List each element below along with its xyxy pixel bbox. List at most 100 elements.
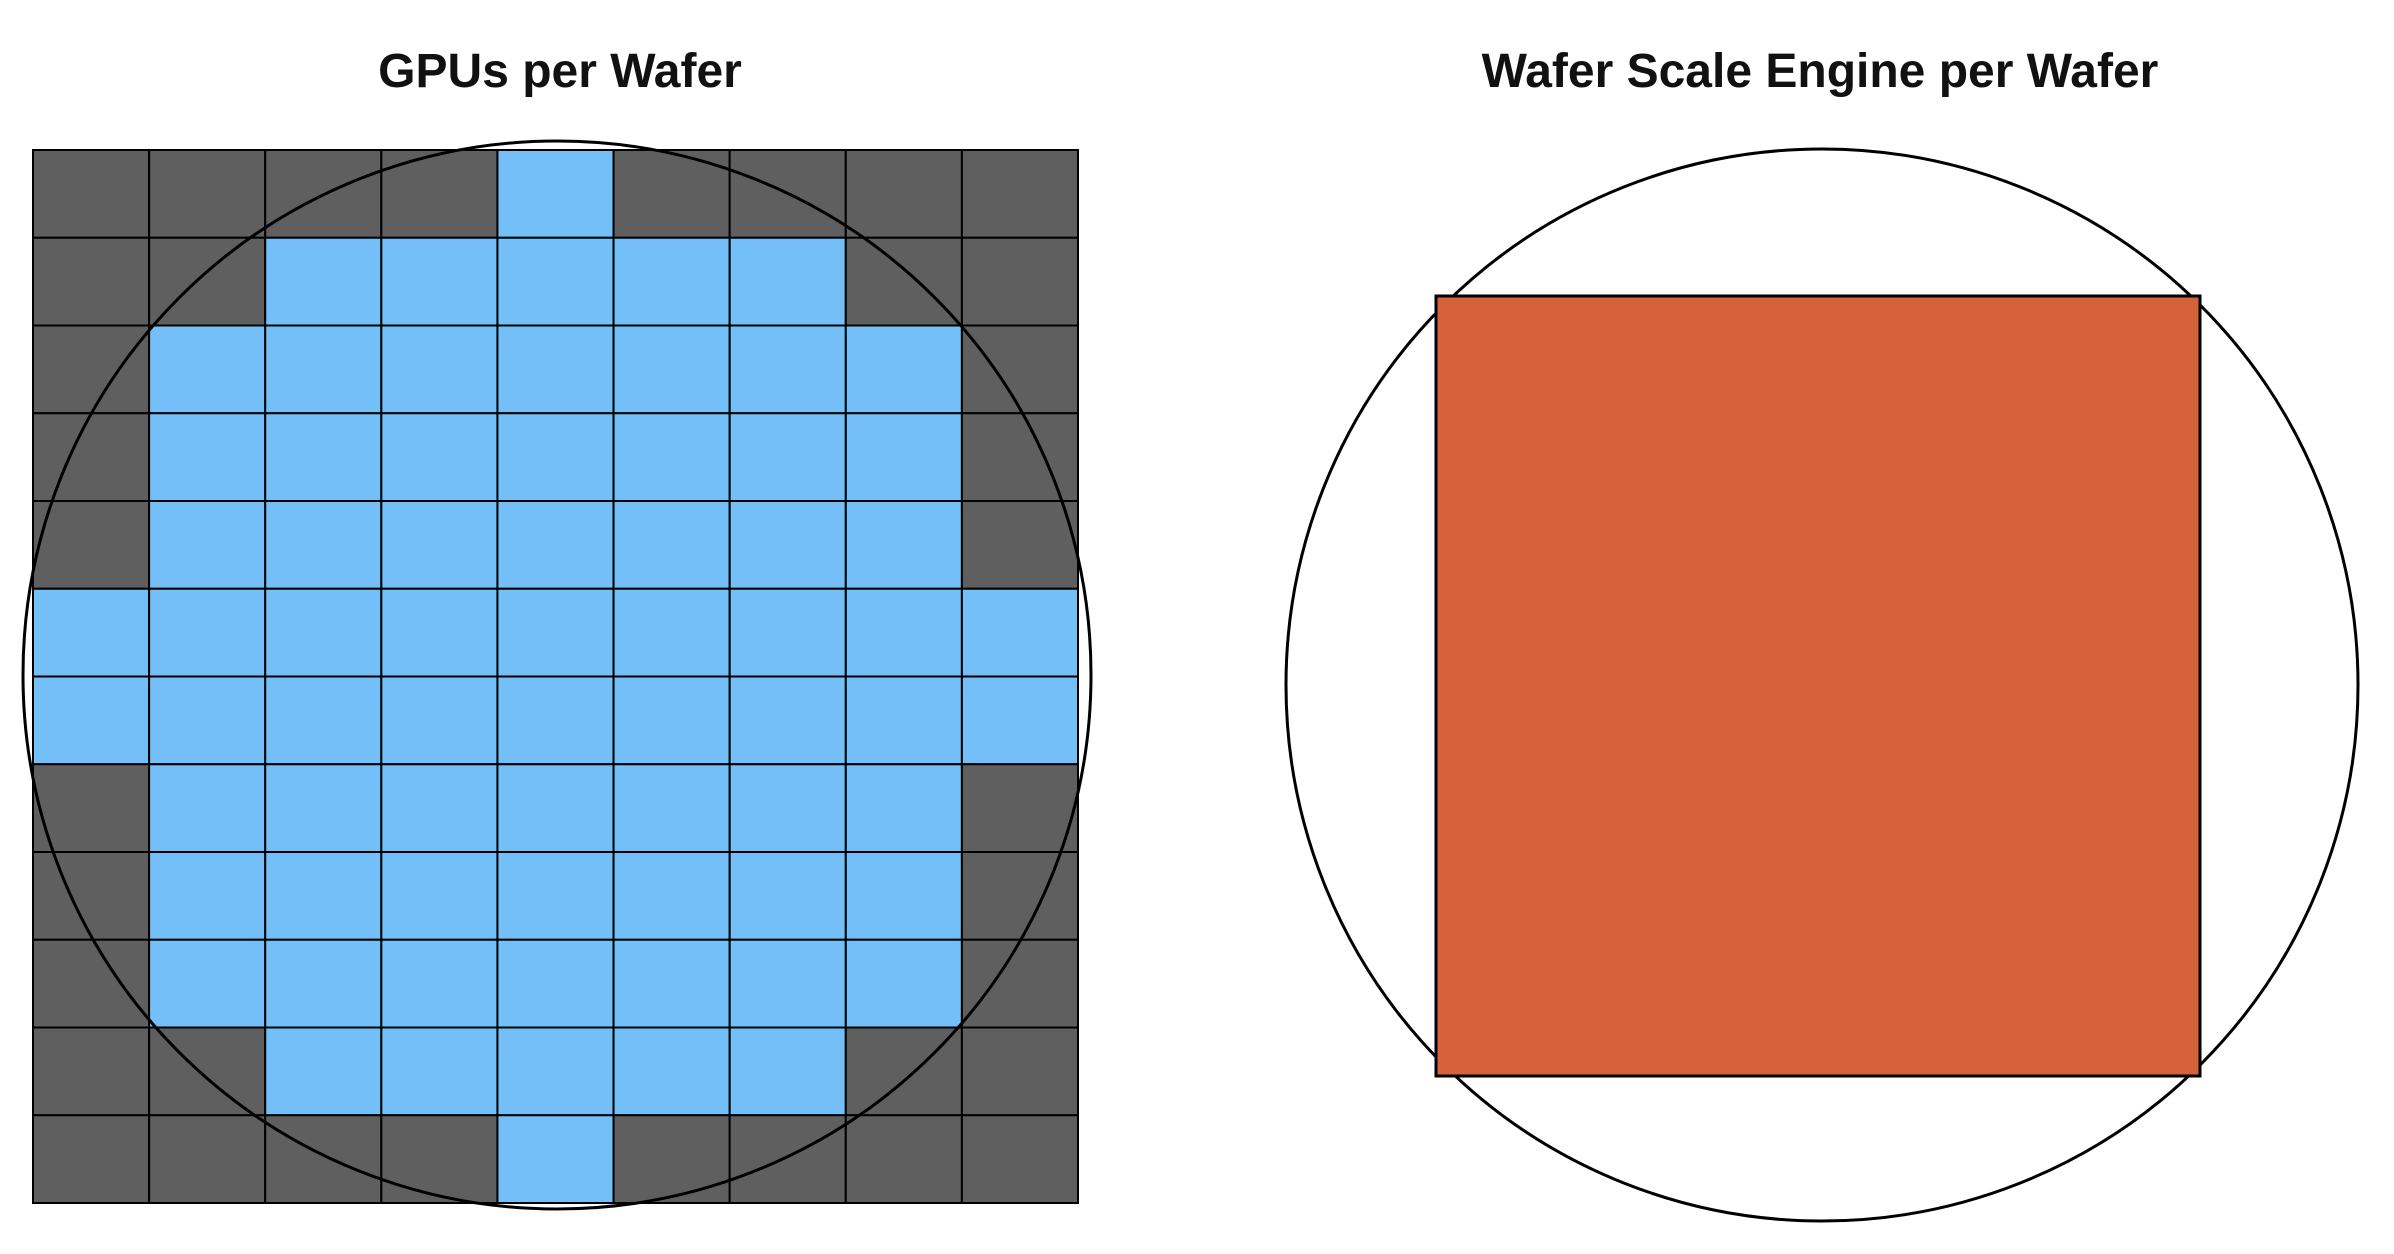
unused-die [380, 1114, 499, 1204]
unused-die [960, 851, 1080, 941]
gpu-die [844, 763, 963, 853]
gpu-die [844, 851, 963, 941]
gpu-die [844, 324, 963, 415]
gpu-die [380, 587, 499, 678]
gpu-die [264, 1026, 383, 1117]
unused-die [960, 149, 1080, 239]
gpu-die [148, 324, 267, 415]
gpu-die [496, 587, 615, 678]
wse-wafer-outline [1284, 147, 2360, 1223]
unused-die [844, 236, 963, 327]
wafer-scale-engine-title: Wafer Scale Engine per Wafer [1481, 45, 2159, 98]
gpu-die [148, 412, 267, 502]
gpu-die [380, 851, 499, 941]
unused-die [960, 412, 1080, 502]
gpu-die [148, 938, 267, 1029]
gpu-die [844, 938, 963, 1029]
gpu-die [264, 236, 383, 327]
unused-die [148, 149, 267, 239]
gpu-die [960, 587, 1080, 678]
gpu-die [496, 675, 615, 766]
unused-die [728, 1114, 847, 1204]
unused-die [960, 236, 1080, 327]
unused-die [32, 324, 151, 415]
unused-die [32, 763, 151, 853]
gpu-die [496, 324, 615, 415]
gpu-die [612, 324, 731, 415]
unused-die [32, 500, 151, 590]
unused-die [612, 1114, 731, 1204]
gpu-die [728, 412, 847, 502]
unused-die [32, 851, 151, 941]
gpu-die [612, 938, 731, 1029]
gpu-die [264, 500, 383, 590]
gpu-die [496, 1114, 615, 1204]
gpu-die [148, 851, 267, 941]
gpu-die [612, 412, 731, 502]
gpu-wafer-outline [21, 139, 1093, 1211]
unused-die [264, 1114, 383, 1204]
gpu-die [496, 149, 615, 239]
gpu-die [496, 1026, 615, 1117]
unused-die [32, 236, 151, 327]
gpu-die [264, 938, 383, 1029]
unused-die [380, 149, 499, 239]
unused-die [32, 1026, 151, 1117]
gpu-die [612, 500, 731, 590]
gpu-die [728, 587, 847, 678]
gpu-die [612, 763, 731, 853]
gpu-die [264, 675, 383, 766]
gpu-die [844, 412, 963, 502]
gpu-die [728, 236, 847, 327]
gpu-die [264, 587, 383, 678]
gpu-die [496, 500, 615, 590]
unused-die [148, 236, 267, 327]
gpu-die [496, 412, 615, 502]
gpu-die [264, 412, 383, 502]
gpu-die [148, 500, 267, 590]
gpu-die [264, 851, 383, 941]
unused-die [32, 1114, 151, 1204]
gpu-die [148, 587, 267, 678]
gpu-die [844, 587, 963, 678]
gpu-die [844, 675, 963, 766]
gpu-die [380, 324, 499, 415]
unused-die [960, 763, 1080, 853]
gpu-die [32, 675, 151, 766]
gpu-die [264, 324, 383, 415]
gpu-die [264, 763, 383, 853]
gpu-die [612, 851, 731, 941]
gpu-die [380, 412, 499, 502]
gpu-die [612, 587, 731, 678]
gpu-die [148, 763, 267, 853]
gpu-die [380, 236, 499, 327]
gpu-die [148, 675, 267, 766]
gpu-die [496, 938, 615, 1029]
unused-die [960, 1114, 1080, 1204]
unused-die [960, 324, 1080, 415]
gpu-die-grid [32, 149, 1080, 1204]
unused-die [32, 938, 151, 1029]
gpu-die [728, 1026, 847, 1117]
gpu-die [380, 763, 499, 853]
unused-die [844, 1114, 963, 1204]
unused-die [960, 500, 1080, 590]
gpu-die [844, 500, 963, 590]
gpu-die [496, 763, 615, 853]
unused-die [844, 149, 963, 239]
gpu-die [728, 763, 847, 853]
gpu-die [960, 675, 1080, 766]
gpu-die [32, 587, 151, 678]
gpu-die [728, 324, 847, 415]
gpu-die [380, 500, 499, 590]
unused-die [960, 1026, 1080, 1117]
gpu-die [728, 938, 847, 1029]
gpu-die [728, 675, 847, 766]
unused-die [148, 1114, 267, 1204]
gpu-die [612, 675, 731, 766]
gpu-die [380, 938, 499, 1029]
unused-die [844, 1026, 963, 1117]
gpu-die [496, 851, 615, 941]
gpu-die [612, 1026, 731, 1117]
